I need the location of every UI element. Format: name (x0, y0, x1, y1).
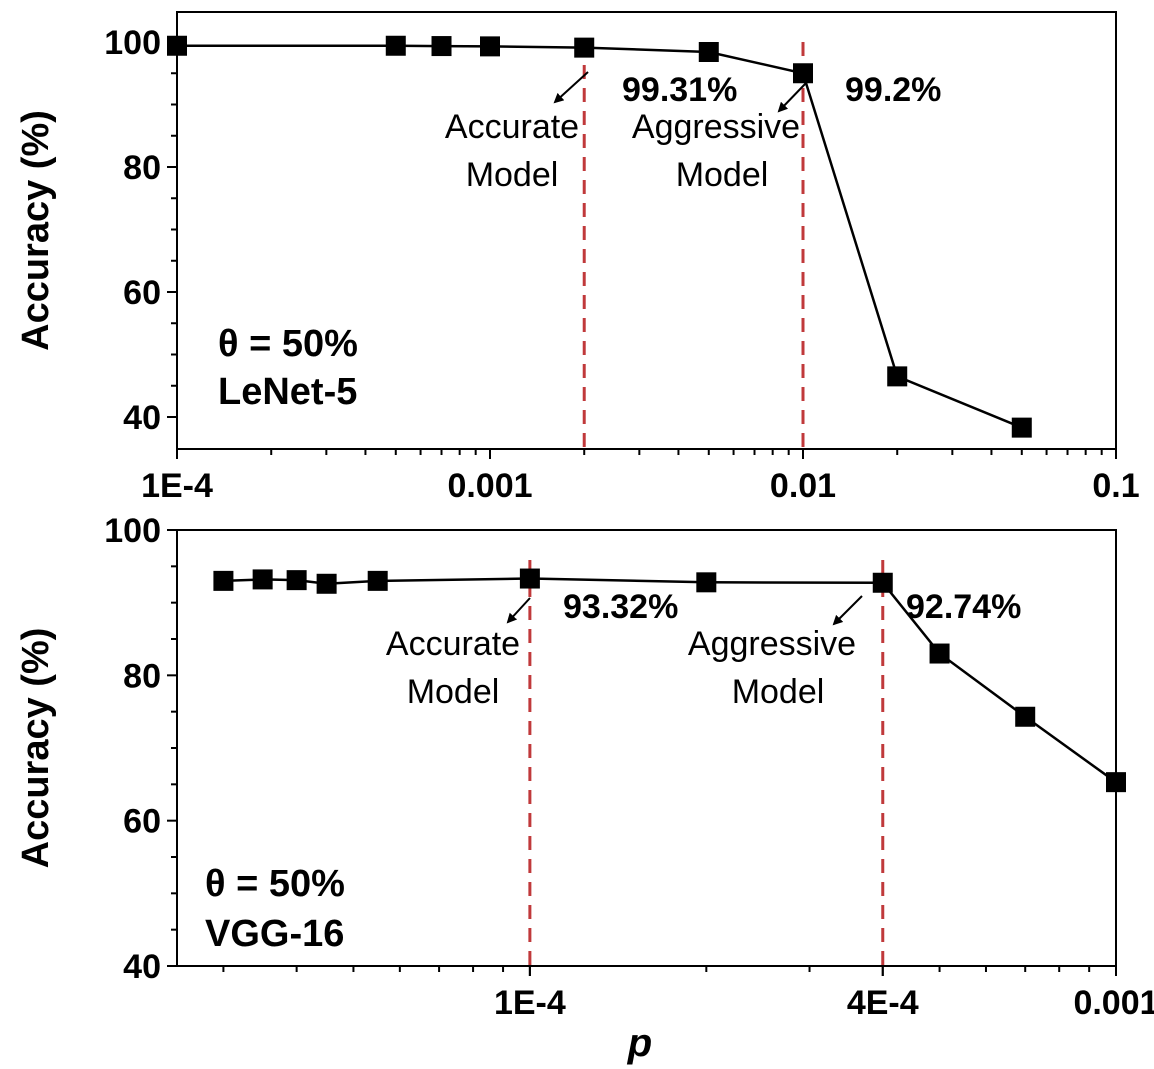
y-tick-label: 100 (104, 512, 161, 550)
data-point-marker (1011, 417, 1032, 438)
y-tick-label: 60 (123, 274, 161, 312)
network-label: VGG-16 (205, 913, 344, 955)
data-point-marker (1015, 706, 1036, 727)
data-point-marker (213, 570, 234, 591)
model-label-line2: Model (676, 156, 769, 194)
x-tick-label: 0.1 (1092, 467, 1139, 505)
y-tick-label: 40 (123, 399, 161, 437)
x-tick-label: 0.001 (1073, 984, 1154, 1022)
theta-label: θ = 50% (218, 323, 358, 365)
lenet5-panel: 1E-4 0.001 0.01 0.1 40 60 80 100 Accuracy (%) θ =… (15, 11, 1140, 505)
y-tick-label: 80 (123, 149, 161, 187)
x-tick-label: 4E-4 (847, 984, 919, 1022)
accuracy-value-label: 92.74% (906, 588, 1021, 626)
y-axis-label: Accuracy (%) (15, 628, 57, 869)
data-point-marker (1106, 772, 1126, 793)
data-point-marker (698, 42, 719, 62)
data-point-marker (872, 572, 893, 593)
model-label-line2: Model (466, 156, 559, 194)
x-tick-label: 0.01 (770, 467, 836, 505)
data-point-marker (887, 366, 908, 387)
network-label: LeNet-5 (218, 371, 357, 413)
data-point-marker (286, 570, 307, 591)
data-point-marker (252, 569, 273, 590)
data-point-marker (385, 35, 406, 56)
x-tick-label: 1E-4 (141, 467, 213, 505)
data-point-marker (480, 36, 500, 57)
x-tick-label: 0.001 (447, 467, 532, 505)
accuracy-value-label: 99.2% (845, 71, 941, 109)
y-axis-label: Accuracy (%) (15, 110, 57, 351)
data-point-marker (519, 568, 540, 589)
accuracy-value-label: 99.31% (622, 71, 737, 109)
data-point-marker (574, 37, 595, 58)
data-point-marker (929, 643, 950, 664)
model-label-line1: Accurate (386, 625, 520, 663)
data-point-marker (696, 572, 717, 593)
annotation-arrow (506, 597, 531, 624)
x-axis-label: p (627, 1021, 652, 1065)
theta-label: θ = 50% (205, 863, 345, 905)
annotation-arrow (832, 595, 863, 626)
vgg16-panel: 1E-4 4E-4 0.001 40 60 80 100 Accuracy (%) p θ = 5… (15, 512, 1154, 1065)
model-label-line1: Aggressive (632, 108, 800, 146)
model-label-line1: Accurate (445, 108, 579, 146)
data-point-marker (167, 35, 187, 56)
data-point-marker (793, 63, 813, 84)
data-point-marker (316, 573, 337, 594)
annotation-arrow (553, 71, 589, 104)
y-tick-label: 60 (123, 803, 161, 841)
x-tick-label: 1E-4 (494, 984, 566, 1022)
model-label-line2: Model (732, 673, 825, 711)
model-label-line1: Aggressive (688, 625, 856, 663)
y-tick-label: 100 (104, 24, 161, 62)
data-point-marker (431, 36, 452, 57)
y-tick-label: 80 (123, 657, 161, 695)
accuracy-value-label: 93.32% (563, 588, 678, 626)
y-tick-label: 40 (123, 948, 161, 986)
annotation-arrow (777, 82, 807, 113)
data-point-marker (367, 570, 388, 591)
model-label-line2: Model (407, 673, 500, 711)
